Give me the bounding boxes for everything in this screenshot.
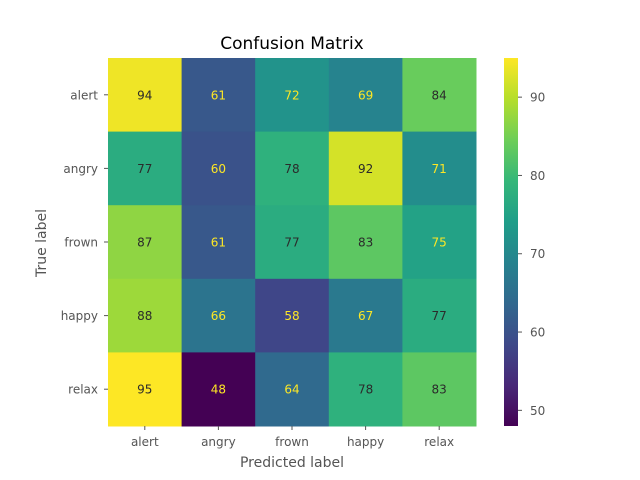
- y-tick-label: angry: [63, 162, 98, 176]
- cell-value-label: 64: [284, 383, 299, 397]
- cell-value-label: 48: [211, 383, 226, 397]
- heatmap-cell: [108, 278, 183, 353]
- x-tick-label: frown: [275, 435, 309, 449]
- y-tick-label: alert: [70, 88, 98, 102]
- cell-value-label: 83: [358, 236, 373, 250]
- cell-value-label: 58: [284, 309, 299, 323]
- cell-value-label: 69: [358, 88, 373, 102]
- cell-value-label: 71: [432, 162, 447, 176]
- colorbar-tick-label: 70: [530, 247, 545, 261]
- cell-value-label: 95: [137, 383, 152, 397]
- x-tick-label: relax: [424, 435, 454, 449]
- colorbar-tick-label: 50: [530, 404, 545, 418]
- heatmap-cell: [328, 352, 403, 427]
- x-tick-label: alert: [131, 435, 159, 449]
- cell-value-label: 78: [358, 383, 373, 397]
- colorbar: [504, 58, 518, 426]
- cell-value-label: 60: [211, 162, 226, 176]
- heatmap-cell: [402, 278, 477, 353]
- heatmap-cell: [255, 58, 330, 133]
- y-tick-label: happy: [61, 309, 98, 323]
- heatmap-cell: [181, 205, 256, 280]
- cell-value-label: 61: [211, 236, 226, 250]
- x-tick-label: happy: [347, 435, 384, 449]
- heatmap-cell: [255, 131, 330, 206]
- colorbar-tick-label: 60: [530, 326, 545, 340]
- heatmap-cell: [402, 58, 477, 133]
- y-axis-label: True label: [34, 209, 50, 278]
- heatmap-cell: [181, 58, 256, 133]
- heatmap-cell: [181, 278, 256, 353]
- colorbar-ticks: 50 60 70 80 90: [518, 91, 545, 418]
- y-axis-ticks: alert angry frown happy relax: [61, 88, 108, 397]
- cell-value-label: 61: [211, 88, 226, 102]
- heatmap-cell: [328, 278, 403, 353]
- heatmap-cell: [255, 278, 330, 353]
- colorbar-tick-label: 80: [530, 169, 545, 183]
- cell-value-label: 77: [284, 236, 299, 250]
- heatmap-cell: [328, 205, 403, 280]
- heatmap-cell: [255, 352, 330, 427]
- cell-value-label: 92: [358, 162, 373, 176]
- cell-value-label: 72: [284, 88, 299, 102]
- x-axis-ticks: alert angry frown happy relax: [131, 426, 454, 449]
- heatmap-cells: 94 61 72 69 84 77 60 78 92 71 87 61 77 83 75 88 66 58 67 77…: [108, 58, 477, 427]
- chart-title: Confusion Matrix: [220, 34, 364, 54]
- cell-value-label: 94: [137, 88, 152, 102]
- cell-value-label: 67: [358, 309, 373, 323]
- colorbar-tick-label: 90: [530, 91, 545, 105]
- cell-value-label: 83: [432, 383, 447, 397]
- heatmap-cell: [181, 352, 256, 427]
- y-tick-label: relax: [68, 383, 98, 397]
- heatmap-cell: [328, 58, 403, 133]
- heatmap-cell: [108, 205, 183, 280]
- x-axis-label: Predicted label: [240, 455, 344, 471]
- cell-value-label: 87: [137, 236, 152, 250]
- x-tick-label: angry: [201, 435, 236, 449]
- heatmap-cell: [108, 58, 183, 133]
- heatmap-cell: [181, 131, 256, 206]
- cell-value-label: 66: [211, 309, 226, 323]
- cell-value-label: 77: [137, 162, 152, 176]
- cell-value-label: 75: [432, 236, 447, 250]
- heatmap-cell: [328, 131, 403, 206]
- heatmap-cell: [402, 352, 477, 427]
- cell-value-label: 88: [137, 309, 152, 323]
- heatmap-cell: [108, 352, 183, 427]
- heatmap-cell: [402, 205, 477, 280]
- y-tick-label: frown: [64, 236, 98, 250]
- cell-value-label: 78: [284, 162, 299, 176]
- cell-value-label: 84: [432, 88, 447, 102]
- heatmap-cell: [108, 131, 183, 206]
- heatmap-cell: [402, 131, 477, 206]
- heatmap-cell: [255, 205, 330, 280]
- cell-value-label: 77: [432, 309, 447, 323]
